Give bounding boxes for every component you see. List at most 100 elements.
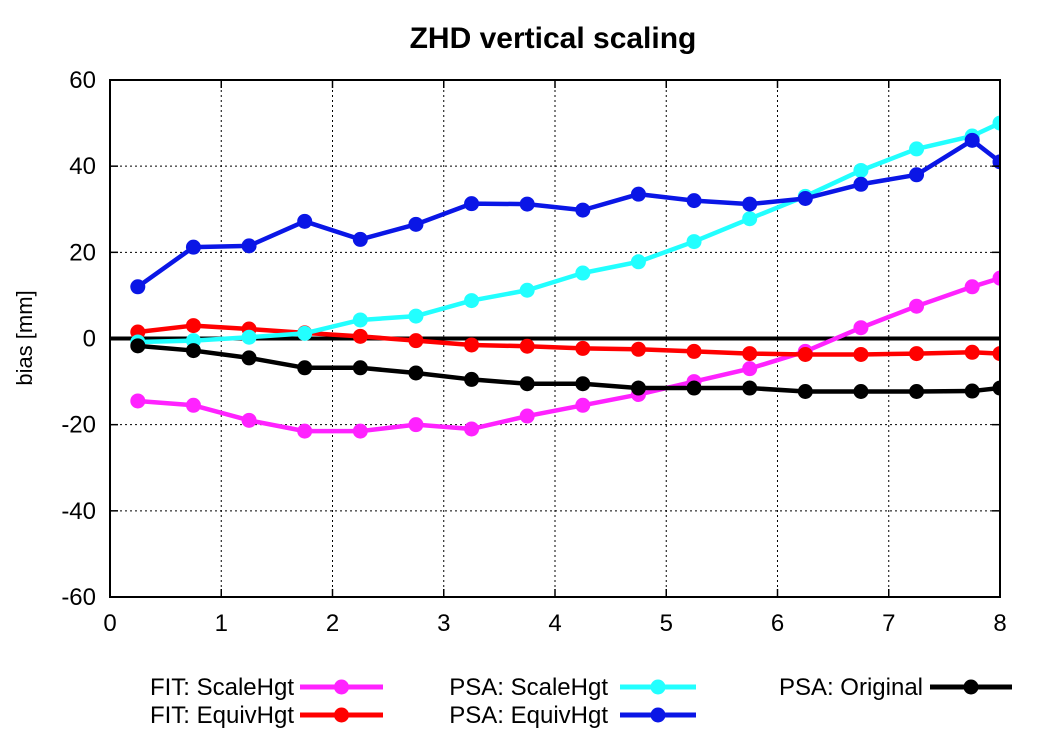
- data-point: [964, 132, 980, 148]
- data-point: [185, 239, 201, 255]
- series-line: [136, 138, 1000, 289]
- x-tick-label: 5: [660, 610, 673, 637]
- legend-label: FIT: EquivHgt: [150, 702, 294, 729]
- data-point: [742, 346, 758, 362]
- data-point: [686, 193, 702, 209]
- x-tick-label: 0: [103, 610, 116, 637]
- grid-lines: [110, 80, 1000, 597]
- data-point: [464, 293, 480, 309]
- x-tick-label: 2: [326, 610, 339, 637]
- x-tick-label: 6: [771, 610, 784, 637]
- data-point: [630, 380, 646, 396]
- data-point: [992, 115, 1000, 131]
- legend-label: PSA: Original: [779, 674, 923, 701]
- data-point: [575, 340, 591, 356]
- data-point: [853, 320, 869, 336]
- x-tick-label: 4: [548, 610, 561, 637]
- data-point: [297, 325, 313, 341]
- legend-item-0: FIT: ScaleHgt: [150, 674, 383, 701]
- legend-item-2: PSA: ScaleHgt: [449, 674, 696, 701]
- x-tick-label: 7: [882, 610, 895, 637]
- data-point: [797, 383, 813, 399]
- x-tick-label: 3: [437, 610, 450, 637]
- data-point: [130, 279, 146, 295]
- y-tick-label: -40: [61, 498, 96, 525]
- data-point: [909, 298, 925, 314]
- data-point: [575, 265, 591, 281]
- data-point: [909, 383, 925, 399]
- legend-label: FIT: ScaleHgt: [150, 674, 294, 701]
- y-axis-ticks: -60 -40 -20 0 20 40 60: [61, 67, 1000, 611]
- legend-item-1: FIT: EquivHgt: [150, 702, 383, 729]
- data-point: [519, 282, 535, 298]
- data-point: [464, 371, 480, 387]
- data-point: [797, 190, 813, 206]
- y-tick-label: 40: [69, 153, 96, 180]
- data-point: [241, 329, 257, 345]
- data-point: [130, 338, 146, 354]
- series-line: [137, 121, 1000, 345]
- data-point: [519, 338, 535, 354]
- data-point: [297, 423, 313, 439]
- data-point: [575, 397, 591, 413]
- legend-label: PSA: ScaleHgt: [449, 674, 608, 701]
- legend-label: PSA: EquivHgt: [449, 702, 608, 729]
- data-point: [742, 361, 758, 377]
- data-point: [853, 383, 869, 399]
- data-point: [352, 231, 368, 247]
- data-point: [853, 162, 869, 178]
- data-point: [686, 234, 702, 250]
- data-point: [130, 393, 146, 409]
- data-point: [686, 343, 702, 359]
- data-point: [185, 397, 201, 413]
- data-point: [630, 341, 646, 357]
- legend-swatch-marker: [963, 679, 979, 695]
- series-layer: [130, 115, 1000, 439]
- data-point: [464, 337, 480, 353]
- data-point: [185, 343, 201, 359]
- data-point: [992, 380, 1000, 396]
- data-point: [992, 346, 1000, 362]
- data-point: [464, 196, 480, 212]
- data-point: [519, 196, 535, 212]
- data-point: [909, 346, 925, 362]
- data-point: [464, 421, 480, 437]
- data-point: [408, 365, 424, 381]
- data-point: [241, 350, 257, 366]
- data-point: [686, 380, 702, 396]
- data-point: [853, 176, 869, 192]
- data-point: [742, 196, 758, 212]
- data-point: [352, 328, 368, 344]
- data-point: [853, 346, 869, 362]
- legend-swatch-marker: [334, 707, 349, 723]
- legend-swatch-marker: [334, 679, 349, 695]
- chart-title: ZHD vertical scaling: [410, 22, 697, 55]
- y-tick-label: 60: [69, 67, 96, 94]
- data-point: [909, 141, 925, 157]
- x-axis-ticks: 0 1 2 3 4 5 6 7 8: [103, 80, 1007, 637]
- y-tick-label: 20: [69, 239, 96, 266]
- data-point: [352, 423, 368, 439]
- data-point: [964, 344, 980, 360]
- data-point: [630, 254, 646, 270]
- data-point: [964, 383, 980, 399]
- data-point: [352, 360, 368, 376]
- data-point: [909, 167, 925, 183]
- x-tick-label: 1: [215, 610, 228, 637]
- series-3: [130, 132, 1000, 295]
- y-tick-label: -20: [61, 412, 96, 439]
- y-axis-label: bias [mm]: [12, 290, 37, 385]
- data-point: [797, 346, 813, 362]
- data-point: [519, 376, 535, 392]
- data-point: [408, 417, 424, 433]
- data-point: [630, 186, 646, 202]
- data-point: [185, 318, 201, 334]
- series-2: [130, 115, 1000, 350]
- data-point: [742, 211, 758, 227]
- legend-swatch-marker: [650, 707, 666, 723]
- y-tick-label: 0: [83, 326, 96, 353]
- data-point: [964, 279, 980, 295]
- data-point: [519, 408, 535, 424]
